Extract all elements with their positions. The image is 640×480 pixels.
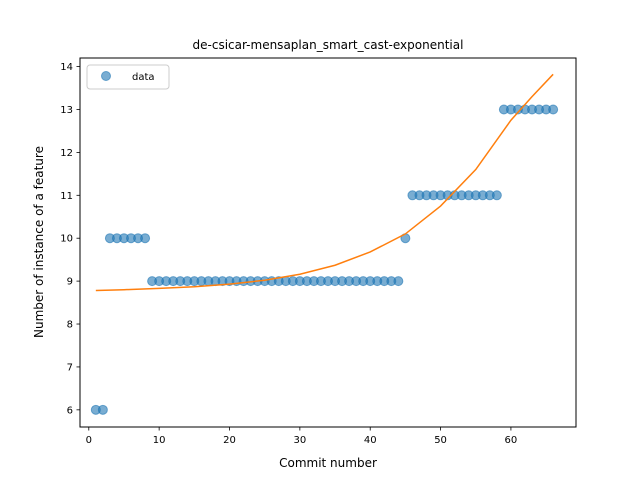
legend: data <box>86 64 170 90</box>
x-axis-label: Commit number <box>279 456 377 470</box>
y-tick-label: 14 <box>60 62 73 73</box>
x-tick-label: 10 <box>153 435 166 446</box>
chart-title: de-csicar-mensaplan_smart_cast-exponenti… <box>193 38 464 52</box>
legend-box <box>86 64 170 90</box>
x-tick-label: 50 <box>434 435 447 446</box>
y-tick-label: 7 <box>67 362 73 373</box>
data-point <box>393 276 404 287</box>
y-axis: 6 7 8 9 10 11 12 13 14 <box>60 62 80 416</box>
y-tick-label: 13 <box>60 105 73 116</box>
y-tick-label: 9 <box>67 277 73 288</box>
data-point <box>140 233 151 244</box>
y-tick-label: 12 <box>60 148 73 159</box>
y-tick-label: 10 <box>60 234 73 245</box>
x-axis: 0 10 20 30 40 50 60 <box>86 427 518 446</box>
x-tick-label: 40 <box>364 435 377 446</box>
axes-frame <box>79 57 577 428</box>
x-tick-label: 20 <box>223 435 236 446</box>
data-point <box>548 104 559 115</box>
fit-line <box>95 73 554 292</box>
y-tick-label: 8 <box>67 320 73 331</box>
x-tick-label: 30 <box>293 435 306 446</box>
legend-label: data <box>132 72 155 83</box>
legend-marker <box>101 71 111 81</box>
y-tick-label: 6 <box>67 405 73 416</box>
y-axis-label: Number of instance of a feature <box>32 146 46 338</box>
data-point <box>97 404 108 415</box>
data-point <box>491 190 502 201</box>
x-tick-label: 0 <box>86 435 92 446</box>
plot-area <box>90 73 559 415</box>
y-tick-label: 11 <box>60 191 73 202</box>
x-tick-label: 60 <box>505 435 518 446</box>
